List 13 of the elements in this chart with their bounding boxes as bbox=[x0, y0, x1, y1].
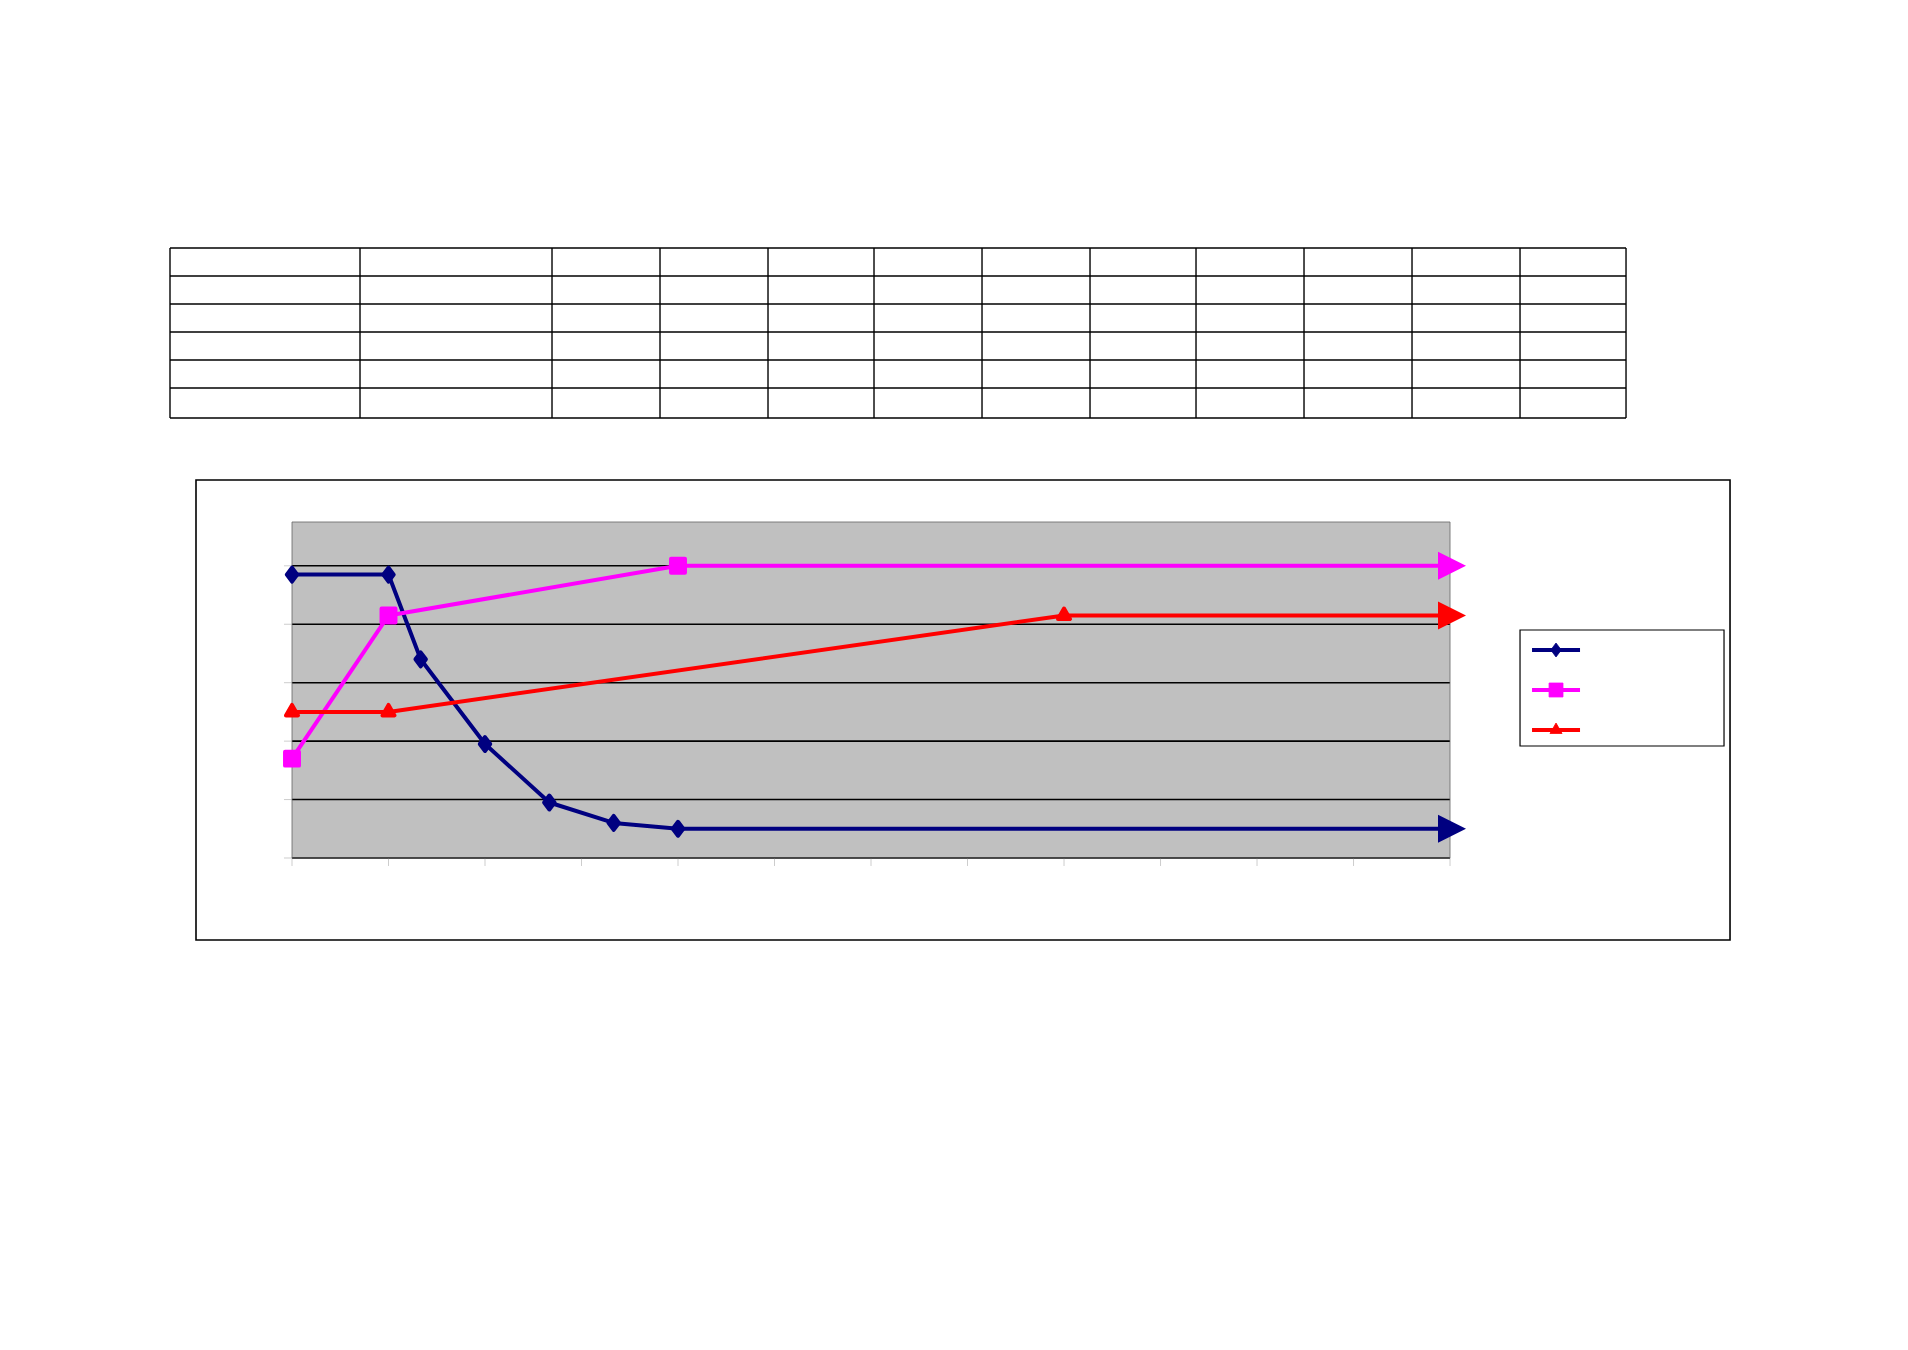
point bbox=[380, 702, 397, 718]
point bbox=[413, 650, 428, 669]
point bbox=[1055, 606, 1073, 621]
point bbox=[670, 819, 686, 838]
point bbox=[542, 793, 557, 812]
point bbox=[606, 813, 621, 832]
point bbox=[379, 606, 398, 625]
point bbox=[669, 556, 687, 575]
point bbox=[284, 565, 300, 584]
point bbox=[381, 565, 396, 584]
point bbox=[477, 735, 493, 754]
point bbox=[283, 749, 301, 768]
point bbox=[283, 702, 301, 718]
